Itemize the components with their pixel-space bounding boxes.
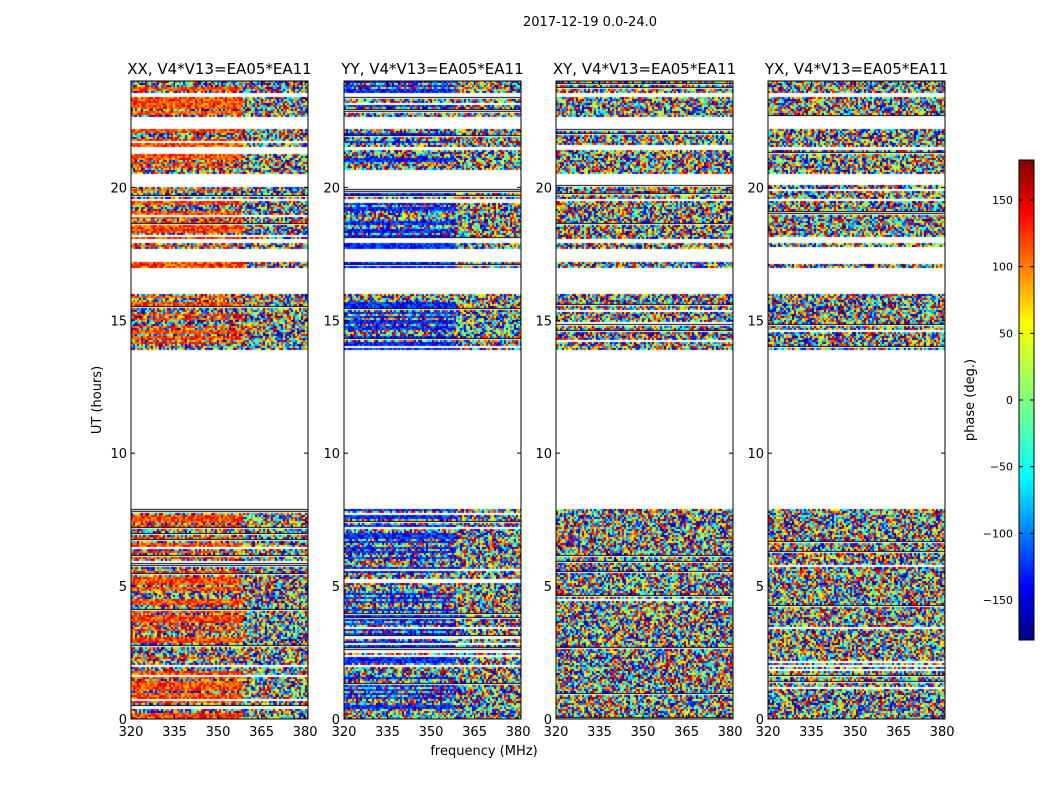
x-tick-label: 350 xyxy=(206,725,231,740)
y-axis-label: UT (hours) xyxy=(90,366,105,434)
x-tick-label: 380 xyxy=(930,725,955,740)
y-tick-label: 10 xyxy=(110,447,127,462)
y-tick-label: 0 xyxy=(119,713,127,728)
x-tick-label: 335 xyxy=(375,725,400,740)
panel-title: XY, V4*V13=EA05*EA11 xyxy=(553,60,736,78)
panel-frame xyxy=(767,80,946,720)
panel-3: XY, V4*V13=EA05*EA11 320 335 350 365 380 0 5 10 1… xyxy=(535,60,742,740)
y-tick-label: 5 xyxy=(119,580,127,595)
y-tick-label: 15 xyxy=(535,314,552,329)
panel-title: XX, V4*V13=EA05*EA11 xyxy=(127,60,311,78)
panel-2: YY, V4*V13=EA05*EA11 320 335 350 365 380 0 5 10 1… xyxy=(323,60,530,740)
colorbar-tick-label: −100 xyxy=(983,527,1013,540)
colorbar-tick-label: −50 xyxy=(990,461,1013,474)
x-tick-label: 365 xyxy=(886,725,911,740)
y-tick-label: 20 xyxy=(535,181,552,196)
panel-title: YY, V4*V13=EA05*EA11 xyxy=(340,60,523,78)
colorbar-tick-label: 0 xyxy=(1006,394,1013,407)
y-tick-label: 20 xyxy=(747,181,764,196)
panel-title: YX, V4*V13=EA05*EA11 xyxy=(764,60,948,78)
colorbar: −150 −100 −50 0 50 100 150 phase (deg.) xyxy=(963,159,1035,641)
x-tick-label: 365 xyxy=(249,725,274,740)
x-tick-label: 350 xyxy=(419,725,444,740)
y-tick-label: 5 xyxy=(332,580,340,595)
panel-frame xyxy=(555,80,734,720)
x-tick-label: 335 xyxy=(587,725,612,740)
heatmap-cells xyxy=(768,81,945,719)
heatmap-panels: XX, V4*V13=EA05*EA11 320 335 350 365 380 0 5 10 1… xyxy=(110,60,954,740)
x-tick-label: 320 xyxy=(544,725,569,740)
y-tick-label: 10 xyxy=(323,447,340,462)
panel-4: YX, V4*V13=EA05*EA11 320 335 350 365 380 0 5 10 1… xyxy=(747,60,954,740)
heatmap-cells xyxy=(556,81,733,719)
y-tick-label: 0 xyxy=(756,713,764,728)
heatmap-cells xyxy=(131,81,308,719)
x-tick-label: 350 xyxy=(843,725,868,740)
x-tick-label: 380 xyxy=(718,725,743,740)
x-tick-label: 365 xyxy=(674,725,699,740)
panel-frame xyxy=(130,80,309,720)
x-axis-label: frequency (MHz) xyxy=(430,744,537,759)
x-tick-label: 335 xyxy=(162,725,187,740)
x-tick-label: 320 xyxy=(119,725,144,740)
colorbar-label: phase (deg.) xyxy=(963,359,978,441)
colorbar-tick-label: 150 xyxy=(992,194,1013,207)
y-tick-label: 20 xyxy=(323,181,340,196)
y-tick-label: 0 xyxy=(544,713,552,728)
x-tick-label: 350 xyxy=(631,725,656,740)
x-tick-label: 320 xyxy=(756,725,781,740)
y-tick-label: 0 xyxy=(332,713,340,728)
x-tick-label: 320 xyxy=(332,725,357,740)
x-tick-label: 335 xyxy=(799,725,824,740)
heatmap-cells xyxy=(344,81,521,719)
y-tick-label: 15 xyxy=(323,314,340,329)
colorbar-tick-label: 50 xyxy=(999,327,1013,340)
y-tick-label: 5 xyxy=(544,580,552,595)
x-tick-label: 365 xyxy=(462,725,487,740)
x-tick-label: 380 xyxy=(506,725,531,740)
colorbar-tick-label: −150 xyxy=(983,594,1013,607)
colorbar-tick-label: 100 xyxy=(992,261,1013,274)
y-tick-label: 15 xyxy=(747,314,764,329)
y-tick-label: 10 xyxy=(747,447,764,462)
panel-frame xyxy=(343,80,522,720)
x-tick-label: 380 xyxy=(293,725,318,740)
y-tick-label: 10 xyxy=(535,447,552,462)
figure-suptitle: 2017-12-19 0.0-24.0 xyxy=(523,15,657,30)
y-tick-label: 20 xyxy=(110,181,127,196)
y-tick-label: 5 xyxy=(756,580,764,595)
panel-1: XX, V4*V13=EA05*EA11 320 335 350 365 380 0 5 10 1… xyxy=(110,60,317,740)
y-tick-label: 15 xyxy=(110,314,127,329)
